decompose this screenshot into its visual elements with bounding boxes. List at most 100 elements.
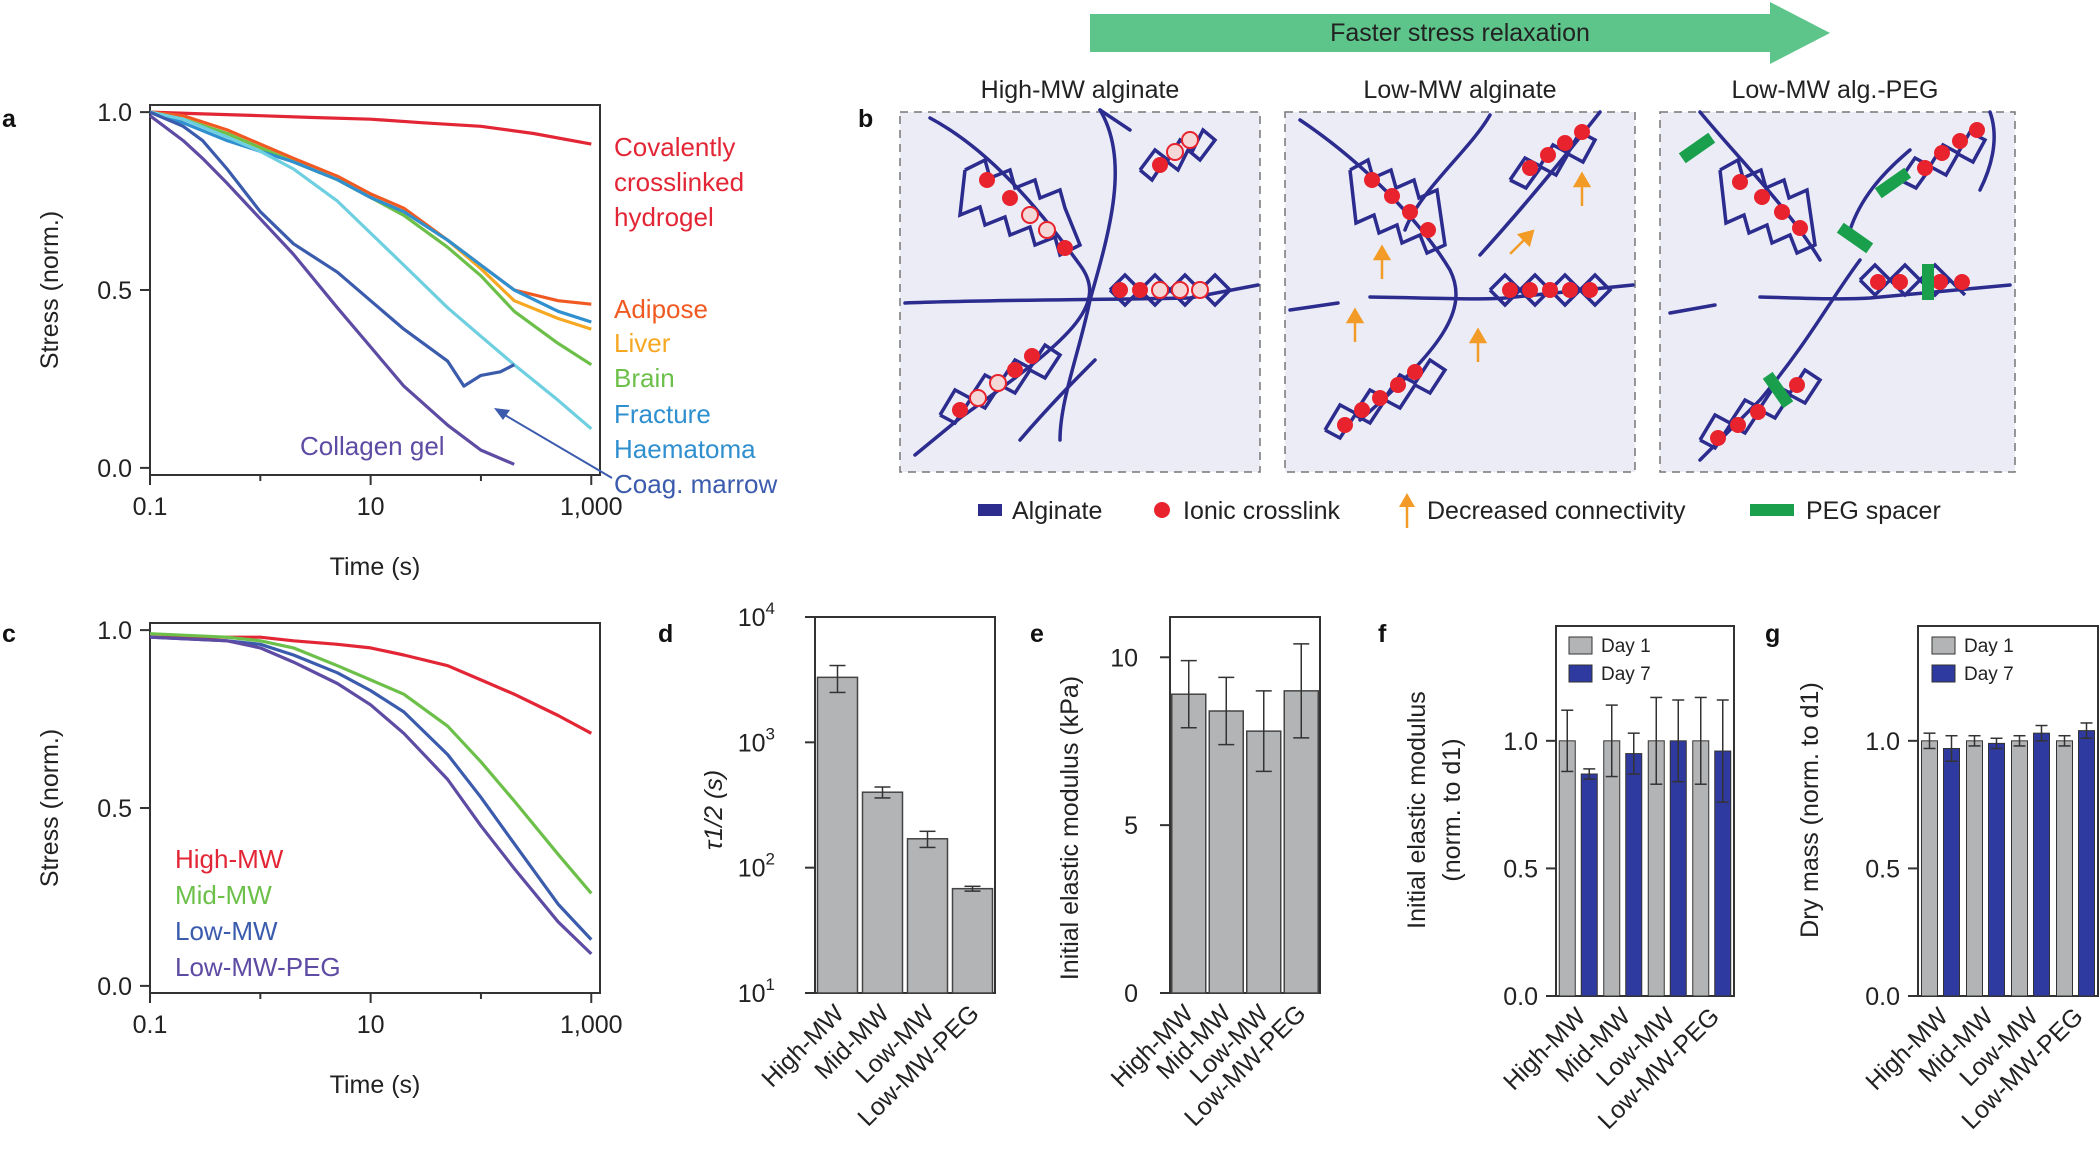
- schematic-title-low-mw: Low-MW alginate: [1363, 76, 1556, 104]
- decreased-connectivity-arrow: [1468, 327, 1488, 362]
- x-tick-label: 0.1: [133, 1011, 168, 1039]
- panel-label-d: d: [658, 620, 673, 648]
- ionic-crosslink: [1754, 189, 1770, 205]
- y-tick-label: 5: [1124, 812, 1138, 840]
- bar-low-mw: [1246, 730, 1282, 994]
- legend-fracture: Fracture: [614, 399, 711, 429]
- bar-mid-mw: [1208, 710, 1244, 994]
- panel-label-f: f: [1378, 620, 1387, 648]
- x-axis-label: Time (s): [330, 1071, 421, 1099]
- ionic-crosslink: [1557, 135, 1573, 151]
- ionic-crosslink: [1337, 417, 1353, 433]
- legend-day7-swatch: [1931, 664, 1956, 683]
- ionic-crosslink: [1152, 157, 1168, 173]
- x-axis-label: Time (s): [330, 553, 421, 581]
- ionic-crosslink: [1522, 160, 1538, 176]
- arrow-label: Faster stress relaxation: [1330, 19, 1590, 47]
- annotation-arrow-head: [494, 408, 510, 420]
- series-line-coag-marrow: [149, 110, 515, 388]
- panel-label-g: g: [1765, 620, 1780, 648]
- legend-high-mw: High-MW: [175, 844, 284, 874]
- x-tick-label: 10: [357, 1011, 385, 1039]
- plot-frame: [1917, 625, 2099, 997]
- bar-low-mw-peg: [1283, 690, 1319, 994]
- ionic-crosslink: [1954, 274, 1970, 290]
- schematic-title-high-mw: High-MW alginate: [981, 76, 1180, 104]
- ionic-crosslink: [1542, 282, 1558, 298]
- legend-alginate-swatch: [978, 504, 1002, 516]
- series-line-fracture: [149, 110, 592, 324]
- ionic-crosslink: [1021, 206, 1039, 224]
- schematic-title-low-mw-peg: Low-MW alg.-PEG: [1732, 76, 1939, 104]
- x-tick-label: 1,000: [560, 1011, 623, 1039]
- ionic-crosslink: [1952, 133, 1968, 149]
- ionic-crosslink: [969, 389, 987, 407]
- panel-a-chart: 0.1 10 1,000 0.0 0.5 1.0 Stress (norm.) Time …: [36, 99, 777, 581]
- y-tick-label: 0.5: [97, 795, 132, 823]
- arrow-shape: [1090, 2, 1830, 64]
- series-line-haematoma: [149, 110, 593, 431]
- ionic-crosslink: [1191, 281, 1209, 299]
- ionic-crosslink: [1420, 222, 1436, 238]
- plot-frame: [149, 104, 601, 476]
- ionic-crosslink: [1402, 204, 1418, 220]
- ionic-crosslink: [1390, 377, 1406, 393]
- y-tick-label: 1.0: [97, 99, 132, 127]
- ionic-crosslink: [1892, 274, 1908, 290]
- panel-b-schematic: High-MW alginate Low-MW alginate Low-MW …: [899, 76, 2016, 528]
- ionic-crosslink: [1384, 188, 1400, 204]
- ionic-crosslink: [1710, 430, 1726, 446]
- y-axis-label: τ1/2 (s): [700, 770, 728, 850]
- y-tick-label: 0.5: [1503, 855, 1538, 883]
- legend-connectivity-arrow: [1399, 493, 1415, 528]
- panel-label-b: b: [858, 105, 873, 133]
- series-line-brain: [149, 110, 593, 367]
- legend-connectivity-label: Decreased connectivity: [1427, 497, 1686, 525]
- ionic-crosslink: [1932, 274, 1948, 290]
- x-tick-label: 10: [357, 493, 385, 521]
- y-tick-label: 10: [1110, 644, 1138, 672]
- ionic-crosslink: [1732, 174, 1748, 190]
- y-axis-label-line2: (norm. to d1): [1438, 738, 1466, 881]
- ionic-crosslink: [1502, 282, 1518, 298]
- bar-mid-mw: [861, 791, 904, 994]
- plot-frame: [814, 616, 996, 994]
- ionic-crosslink: [1171, 281, 1189, 299]
- ionic-crosslink: [1730, 417, 1746, 433]
- y-tick-label: 0.5: [1865, 855, 1900, 883]
- ionic-crosslink: [1582, 282, 1598, 298]
- ionic-crosslink: [1007, 362, 1023, 378]
- legend-peg-label: PEG spacer: [1806, 497, 1941, 525]
- peg-spacers: [1678, 132, 1934, 409]
- ionic-crosslink: [952, 402, 968, 418]
- bar-low-mw: [906, 838, 949, 994]
- y-tick-label: 103: [738, 724, 775, 757]
- legend-day7-swatch: [1568, 664, 1593, 683]
- ionic-crosslink: [1024, 348, 1040, 364]
- decreased-connectivity-arrow: [1345, 307, 1365, 342]
- decreased-connectivity-arrow: [1572, 171, 1592, 206]
- ionic-crosslink: [1166, 143, 1184, 161]
- y-tick-label: 0: [1124, 980, 1138, 1008]
- ionic-crosslink: [1002, 190, 1018, 206]
- ionic-crosslink: [1774, 204, 1790, 220]
- series-line-high-mw: [150, 635, 593, 735]
- series-line-mid-mw: [149, 632, 593, 895]
- y-axis-label: Dry mass (norm. to d1): [1796, 682, 1824, 938]
- bar-low-mw-peg-day-7: [2078, 730, 2095, 997]
- y-tick-label: 0.0: [1503, 983, 1538, 1011]
- x-tick-label: 1,000: [560, 493, 623, 521]
- bar-low-mw-peg-day-1: [2056, 740, 2073, 997]
- y-tick-label: 0.0: [97, 455, 132, 483]
- legend-mid-mw: Mid-MW: [175, 880, 272, 910]
- panel-label-e: e: [1030, 620, 1044, 648]
- decreased-connectivity-arrow: [1509, 229, 1535, 255]
- x-tick-label: 0.1: [133, 493, 168, 521]
- y-axis-label: Stress (norm.): [36, 729, 64, 887]
- y-axis-label-line1: Initial elastic modulus: [1403, 691, 1431, 929]
- series-line-low-mw-peg: [149, 635, 593, 956]
- y-tick-label: 1.0: [1503, 728, 1538, 756]
